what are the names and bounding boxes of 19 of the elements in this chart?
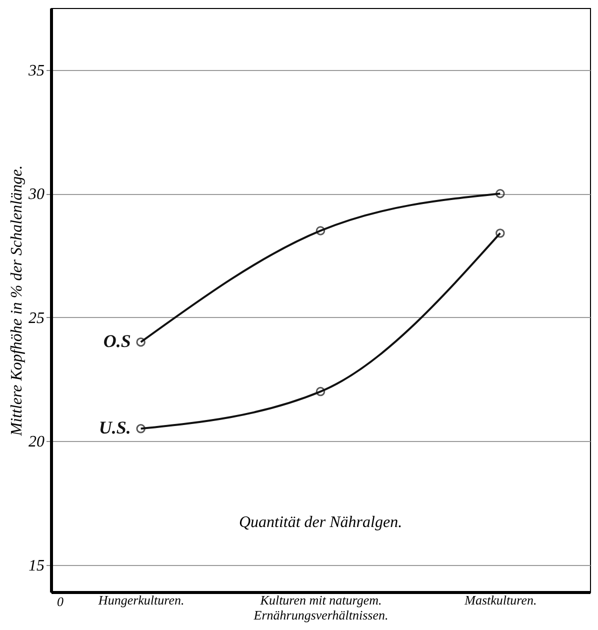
text: 0 — [57, 594, 64, 609]
x-tick-label: Hungerkulturen. — [97, 592, 184, 608]
series-label: O.S — [103, 331, 131, 352]
y-tick-label: 35 — [28, 62, 44, 80]
x-tick-label: Kulturen mit naturgem. Ernährungsverhältnissen. — [252, 592, 388, 622]
y-tick-label: 30 — [28, 186, 44, 204]
point — [136, 424, 146, 434]
x-tick-label: Mastkulturen. — [464, 592, 537, 608]
point — [316, 386, 326, 396]
y-axis-title: Mittlere Kopfhöhe in % der Schalenlänge. — [8, 165, 26, 437]
point — [316, 226, 326, 236]
y-tick-label: 25 — [28, 310, 44, 327]
y-tick-label: 15 — [28, 557, 44, 574]
point — [496, 188, 505, 198]
annotation: Quantität der Nähralgen. — [238, 514, 402, 531]
series-label: U.S. — [98, 418, 131, 438]
point — [136, 337, 146, 347]
point — [496, 228, 505, 238]
y-tick-label: 20 — [28, 434, 44, 451]
